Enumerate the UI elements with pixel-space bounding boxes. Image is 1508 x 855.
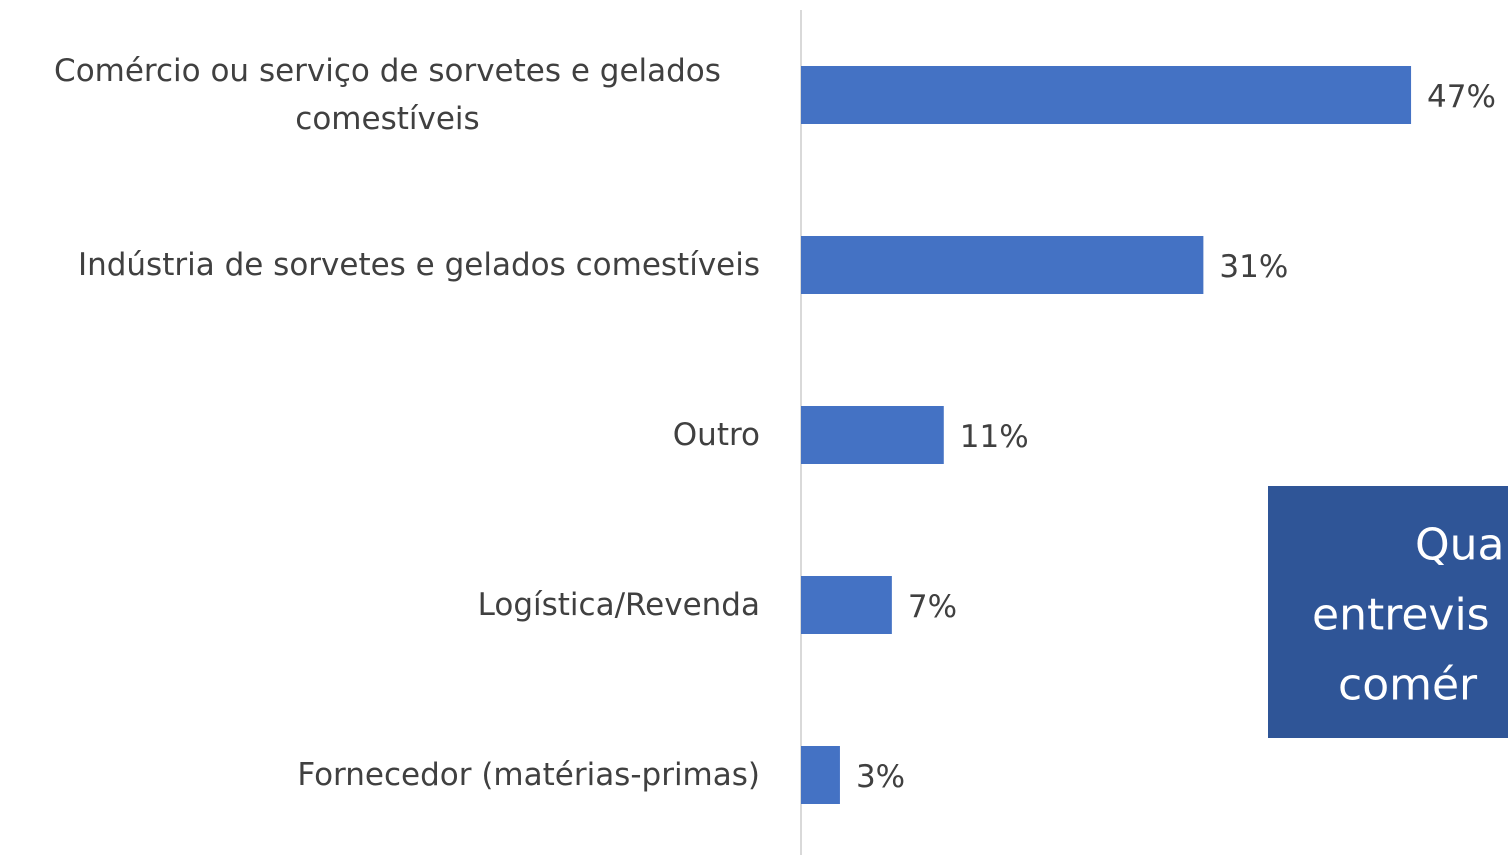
value-label: 3% bbox=[855, 759, 906, 795]
category-label: Fornecedor (matérias-primas) bbox=[297, 757, 760, 793]
bar bbox=[801, 746, 840, 804]
category-label: Indústria de sorvetes e gelados comestív… bbox=[77, 247, 760, 283]
category-label: Outro bbox=[672, 417, 760, 453]
value-label: 7% bbox=[907, 589, 958, 625]
annotation-box bbox=[1268, 486, 1508, 738]
annotation-text: comér bbox=[1338, 659, 1478, 711]
bar bbox=[801, 576, 892, 634]
value-label: 11% bbox=[959, 419, 1029, 455]
bar bbox=[801, 236, 1204, 294]
bar bbox=[801, 66, 1412, 124]
category-label: Logística/Revenda bbox=[477, 587, 760, 623]
value-label: 47% bbox=[1427, 79, 1496, 115]
annotation-text: Qua bbox=[1415, 519, 1505, 571]
value-label: 31% bbox=[1219, 249, 1289, 285]
category-label: Comércio ou serviço de sorvetes e gelado… bbox=[54, 53, 721, 137]
annotation-text: entrevis bbox=[1312, 589, 1490, 641]
bar bbox=[801, 406, 944, 464]
